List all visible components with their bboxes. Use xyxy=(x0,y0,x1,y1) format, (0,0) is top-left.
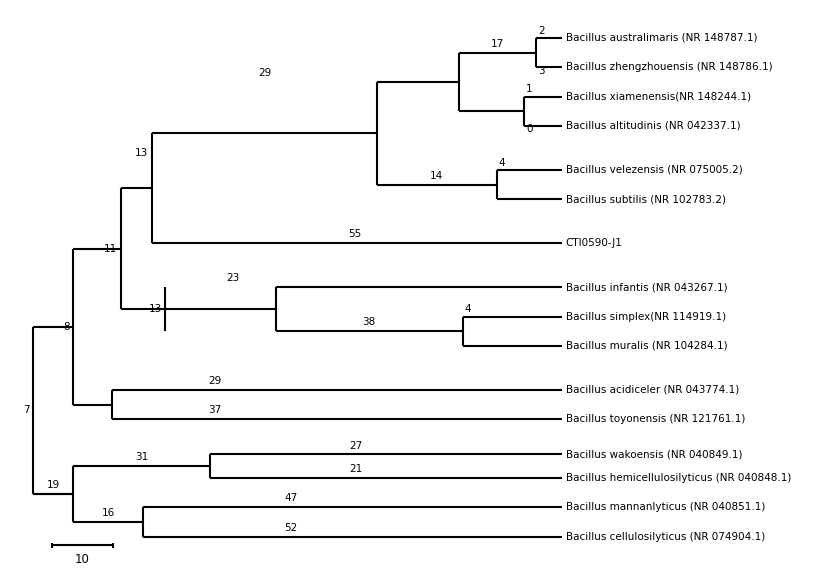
Text: 17: 17 xyxy=(491,39,504,49)
Text: 7: 7 xyxy=(23,405,29,416)
Text: Bacillus mannanlyticus (NR 040851.1): Bacillus mannanlyticus (NR 040851.1) xyxy=(566,502,765,512)
Text: Bacillus velezensis (NR 075005.2): Bacillus velezensis (NR 075005.2) xyxy=(566,165,743,175)
Text: 29: 29 xyxy=(258,68,271,78)
Text: Bacillus toyonensis (NR 121761.1): Bacillus toyonensis (NR 121761.1) xyxy=(566,414,745,424)
Text: 4: 4 xyxy=(465,304,471,314)
Text: Bacillus acidiceler (NR 043774.1): Bacillus acidiceler (NR 043774.1) xyxy=(566,385,739,395)
Text: Bacillus cellulosilyticus (NR 074904.1): Bacillus cellulosilyticus (NR 074904.1) xyxy=(566,532,765,542)
Text: Bacillus wakoensis (NR 040849.1): Bacillus wakoensis (NR 040849.1) xyxy=(566,449,743,459)
Text: 37: 37 xyxy=(208,405,221,416)
Text: 1: 1 xyxy=(526,84,533,94)
Text: 31: 31 xyxy=(135,453,148,462)
Text: 52: 52 xyxy=(285,523,298,533)
Text: 14: 14 xyxy=(430,171,443,181)
Text: 19: 19 xyxy=(47,480,60,490)
Text: 13: 13 xyxy=(148,304,162,314)
Text: CTI0590-J1: CTI0590-J1 xyxy=(566,238,622,249)
Text: Bacillus simplex(NR 114919.1): Bacillus simplex(NR 114919.1) xyxy=(566,312,726,321)
Text: 11: 11 xyxy=(104,244,118,254)
Text: Bacillus hemicellulosilyticus (NR 040848.1): Bacillus hemicellulosilyticus (NR 040848… xyxy=(566,473,791,483)
Text: 0: 0 xyxy=(526,124,533,135)
Text: 3: 3 xyxy=(538,66,545,76)
Text: 38: 38 xyxy=(362,317,376,327)
Text: 8: 8 xyxy=(63,321,70,332)
Text: Bacillus subtilis (NR 102783.2): Bacillus subtilis (NR 102783.2) xyxy=(566,194,726,204)
Text: 4: 4 xyxy=(498,157,505,168)
Text: 29: 29 xyxy=(208,376,221,386)
Text: 2: 2 xyxy=(538,26,545,35)
Text: Bacillus infantis (NR 043267.1): Bacillus infantis (NR 043267.1) xyxy=(566,282,727,292)
Text: Bacillus xiamenensis(NR 148244.1): Bacillus xiamenensis(NR 148244.1) xyxy=(566,92,751,101)
Text: 27: 27 xyxy=(348,441,362,451)
Text: 21: 21 xyxy=(348,464,362,474)
Text: Bacillus australimaris (NR 148787.1): Bacillus australimaris (NR 148787.1) xyxy=(566,33,757,43)
Text: Bacillus altitudinis (NR 042337.1): Bacillus altitudinis (NR 042337.1) xyxy=(566,121,740,131)
Text: 13: 13 xyxy=(135,148,148,158)
Text: Bacillus zhengzhouensis (NR 148786.1): Bacillus zhengzhouensis (NR 148786.1) xyxy=(566,62,772,72)
Text: Bacillus muralis (NR 104284.1): Bacillus muralis (NR 104284.1) xyxy=(566,341,727,351)
Text: 47: 47 xyxy=(285,494,298,503)
Text: 10: 10 xyxy=(75,553,90,565)
Text: 55: 55 xyxy=(348,230,362,239)
Text: 16: 16 xyxy=(101,508,115,518)
Text: 23: 23 xyxy=(226,274,240,283)
